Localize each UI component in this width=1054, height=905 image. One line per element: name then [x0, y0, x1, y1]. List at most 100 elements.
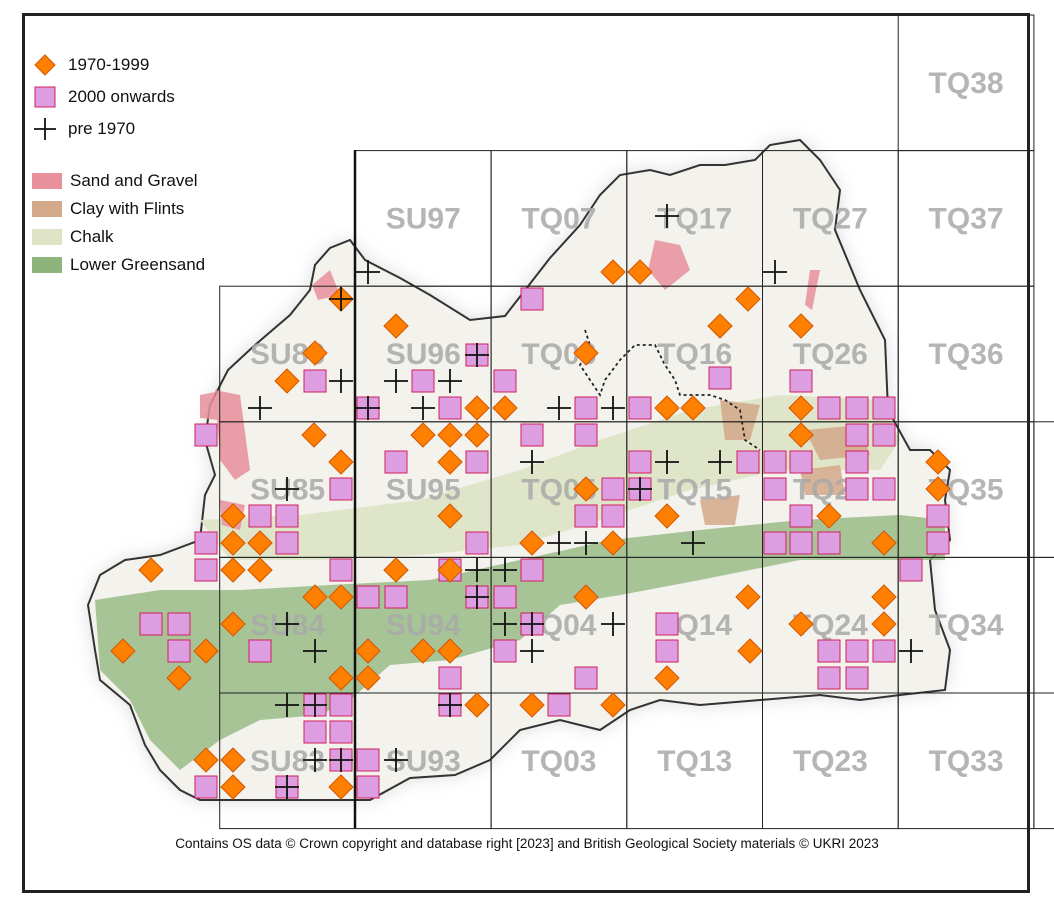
record-square-marker: [845, 450, 869, 474]
record-diamond-marker: [410, 638, 436, 664]
legend-label: 1970-1999: [68, 55, 150, 74]
record-cross-marker: [384, 748, 408, 772]
record-square-marker: [356, 585, 380, 609]
record-square-marker: [655, 612, 679, 636]
record-square-marker: [194, 558, 218, 582]
record-square-marker: [789, 450, 813, 474]
record-square-marker: [736, 450, 760, 474]
record-square-marker: [194, 775, 218, 799]
grid-ref-label: SU83: [250, 745, 325, 778]
legend-label: Chalk: [70, 227, 114, 246]
record-diamond-marker: [788, 395, 814, 421]
grid-ref-label: TQ38: [929, 67, 1004, 100]
record-square-marker: [275, 504, 299, 528]
record-cross-marker: [275, 775, 299, 799]
record-square-marker: [601, 477, 625, 501]
grid-ref-label: SU96: [386, 338, 461, 371]
record-square-marker: [817, 639, 841, 663]
record-diamond-marker: [788, 313, 814, 339]
record-cross-marker: [275, 612, 299, 636]
record-diamond-marker: [519, 692, 545, 718]
record-square-marker: [574, 423, 598, 447]
record-square-marker: [763, 531, 787, 555]
record-diamond-marker: [735, 584, 761, 610]
record-square-marker: [628, 450, 652, 474]
record-diamond-marker: [573, 584, 599, 610]
record-square-marker: [411, 369, 435, 393]
grid-ref-label: TQ34: [929, 609, 1004, 642]
record-cross-marker: [601, 396, 625, 420]
record-cross-marker: [628, 477, 652, 501]
record-square-marker: [845, 477, 869, 501]
record-cross-marker: [465, 585, 489, 609]
square-icon: [32, 84, 58, 110]
record-square-marker: [194, 423, 218, 447]
grid-ref-label: TQ17: [657, 202, 732, 235]
diamond-icon: [32, 52, 58, 78]
record-cross-marker: [329, 369, 353, 393]
record-square-marker: [194, 531, 218, 555]
record-diamond-marker: [573, 476, 599, 502]
record-square-marker: [845, 423, 869, 447]
record-square-marker: [356, 748, 380, 772]
record-square-marker: [329, 477, 353, 501]
record-diamond-marker: [600, 530, 626, 556]
grid-ref-label: SU95: [386, 474, 461, 507]
cross-icon: [32, 116, 58, 142]
record-diamond-marker: [707, 313, 733, 339]
grid-ref-label: TQ23: [793, 745, 868, 778]
record-diamond-marker: [737, 638, 763, 664]
grid-ref-label: TQ13: [657, 745, 732, 778]
record-diamond-marker: [355, 638, 381, 664]
legend-label: pre 1970: [68, 119, 136, 138]
record-square-marker: [872, 477, 896, 501]
record-diamond-marker: [464, 395, 490, 421]
record-diamond-marker: [328, 584, 354, 610]
grid-ref-label: TQ16: [657, 338, 732, 371]
legend-item-sand-gravel: Sand and Gravel: [32, 168, 198, 194]
record-square-marker: [789, 531, 813, 555]
grid-ref-label: SU93: [386, 745, 461, 778]
record-diamond-marker: [220, 611, 246, 637]
record-diamond-marker: [193, 747, 219, 773]
record-cross-marker: [520, 450, 544, 474]
record-diamond-marker: [301, 422, 327, 448]
record-diamond-marker: [816, 503, 842, 529]
record-diamond-marker: [600, 259, 626, 285]
record-diamond-marker: [328, 774, 354, 800]
grid-ref-label: SU97: [386, 202, 461, 235]
grid-ref-label: TQ15: [657, 474, 732, 507]
record-diamond-marker: [464, 422, 490, 448]
record-square-marker: [926, 504, 950, 528]
record-diamond-marker: [437, 503, 463, 529]
record-square-marker: [872, 423, 896, 447]
legend-item-2000-onwards: 2000 onwards: [32, 84, 175, 110]
record-square-marker: [763, 477, 787, 501]
record-square-marker: [628, 396, 652, 420]
grid-ref-label: TQ36: [929, 338, 1004, 371]
legend-item-1970-1999: 1970-1999: [32, 52, 149, 78]
record-square-marker: [872, 396, 896, 420]
record-cross-marker: [465, 558, 489, 582]
record-cross-marker: [493, 558, 517, 582]
grid-ref-label: TQ37: [929, 202, 1004, 235]
record-cross-marker: [547, 531, 571, 555]
record-square-marker: [520, 423, 544, 447]
record-diamond-marker: [654, 503, 680, 529]
record-square-marker: [708, 366, 732, 390]
record-square-marker: [329, 693, 353, 717]
record-square-marker: [899, 558, 923, 582]
record-square-marker: [384, 585, 408, 609]
record-cross-marker: [356, 396, 380, 420]
record-diamond-marker: [654, 665, 680, 691]
record-cross-marker: [329, 748, 353, 772]
record-square-marker: [139, 612, 163, 636]
record-diamond-marker: [247, 530, 273, 556]
record-square-marker: [845, 666, 869, 690]
record-square-marker: [817, 396, 841, 420]
record-square-marker: [574, 504, 598, 528]
chalk-swatch: [32, 229, 62, 245]
record-cross-marker: [248, 396, 272, 420]
grid-square: [1033, 421, 1054, 558]
